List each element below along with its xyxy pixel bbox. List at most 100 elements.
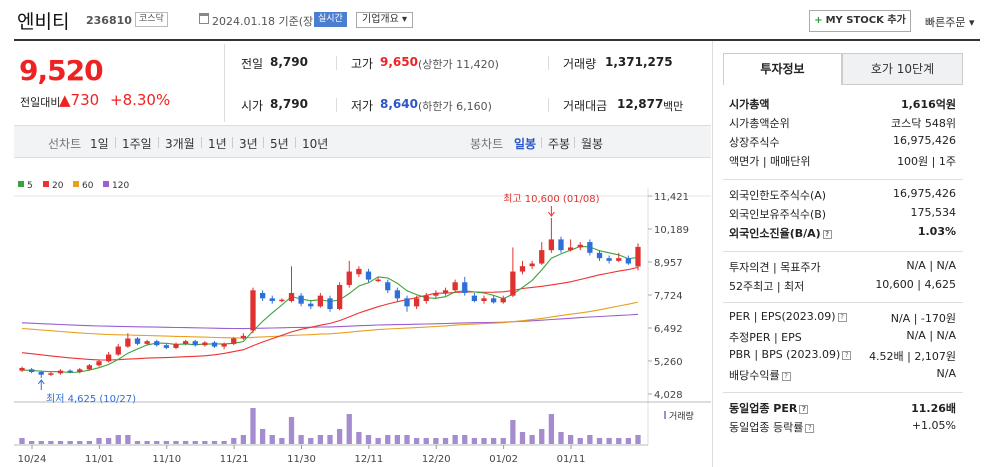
candle-body [616, 258, 622, 261]
volume-bar [500, 438, 506, 444]
volume-bar [317, 435, 324, 444]
period-5year[interactable]: 5년 [270, 137, 289, 151]
candle-body [462, 282, 468, 293]
help-icon[interactable]: ? [837, 312, 847, 322]
info-label-text: 액면가 | 매매단위 [729, 155, 811, 168]
help-icon[interactable]: ? [805, 423, 815, 433]
info-label: 시가총액 [729, 96, 769, 112]
divider [723, 179, 963, 180]
period-3month[interactable]: 3개월 [165, 137, 195, 151]
stock-header: 엔비티 236810 코스닥 2024.01.18 기준(장마감) 실시간 기업… [0, 0, 993, 41]
date-text: 2024.01.18 기준(장마감) [212, 15, 338, 28]
candle-body [28, 369, 35, 372]
period-10year[interactable]: 10년 [302, 137, 329, 151]
x-tick-label: 10/24 [18, 454, 47, 465]
volume-bar [38, 441, 44, 444]
header-divider [14, 39, 980, 41]
prev-close-label: 전일 [241, 57, 264, 71]
volume-bar [259, 429, 266, 444]
help-icon[interactable]: ? [822, 229, 832, 239]
period-3year[interactable]: 3년 [239, 137, 258, 151]
divider [232, 137, 233, 148]
period-1day[interactable]: 1일 [90, 137, 109, 151]
change-label: 전일대비 [20, 96, 61, 109]
volume-bar [125, 435, 131, 444]
info-label: 액면가 | 매매단위 [729, 153, 811, 169]
info-value: 175,534 [910, 206, 957, 219]
candle-body [365, 271, 372, 280]
info-value: 1,616억원 [900, 98, 956, 111]
tab-invest-info[interactable]: 투자정보 [723, 53, 842, 85]
period-daily[interactable]: 일봉 [514, 137, 537, 151]
divider [224, 44, 225, 122]
add-mystock-button[interactable]: + MY STOCK 추가 [809, 10, 911, 32]
info-label-text: 시가총액 [729, 98, 770, 111]
volume-bar [240, 435, 247, 444]
realtime-button[interactable]: 실시간 [314, 12, 347, 27]
candle-body [490, 298, 497, 303]
volume-bar [192, 441, 198, 444]
info-label: PBR | BPS (2023.09)? [729, 348, 852, 361]
candle-body [231, 338, 237, 344]
x-tick-label: 11/30 [287, 454, 316, 465]
y-tick-label: 10,189 [654, 225, 689, 236]
volume-bar [404, 435, 410, 444]
candle-body [96, 361, 102, 366]
info-value: 10,600 | 4,625 [875, 278, 956, 291]
candle-body [539, 250, 545, 264]
candle-body [500, 298, 506, 303]
ma-line [21, 266, 639, 361]
help-icon[interactable]: ? [781, 371, 791, 381]
help-icon[interactable]: ? [799, 404, 809, 414]
volume-bar [269, 435, 275, 444]
volume-label: 거래량 [563, 57, 597, 71]
stock-chart[interactable]: 5 20 60 120 11,421 10,189 8,957 7,724 6,492 5,260… [14, 170, 711, 467]
info-label-text: 외국인소진율(B/A) [729, 227, 821, 240]
info-label-text: PER | EPS(2023.09) [729, 310, 836, 323]
volume-legend-swatch [664, 411, 666, 419]
candle-body [221, 343, 227, 347]
y-tick-label: 11,421 [654, 192, 689, 203]
divider [263, 137, 264, 148]
volume-bar [308, 438, 314, 444]
info-value: N/A | N/A [906, 329, 956, 342]
volume-label: 거래량 [669, 410, 694, 422]
volume-bar [77, 441, 83, 444]
divider [201, 137, 202, 148]
info-label-text: 시가총액순위 [729, 117, 790, 130]
y-tick-label: 5,260 [654, 357, 683, 368]
high-label: 고가 [351, 57, 374, 71]
info-label: 동일업종 PER? [729, 400, 809, 416]
info-label-text: 외국인보유주식수(B) [729, 208, 827, 221]
divider [723, 392, 963, 393]
corp-info-dropdown[interactable]: 기업개요 ▾ [356, 12, 413, 28]
period-1year[interactable]: 1년 [208, 137, 227, 151]
volume-bar [221, 441, 227, 444]
period-monthly[interactable]: 월봉 [581, 137, 604, 151]
volume-bar [471, 438, 478, 444]
volume-bar [28, 441, 35, 444]
high-value: 9,650 [380, 55, 418, 69]
candle-body [625, 258, 632, 264]
change-value: ▲730 [59, 91, 100, 109]
tab-hoga-10[interactable]: 호가 10단계 [842, 53, 963, 85]
quick-order-dropdown[interactable]: 빠른주문 ▾ [925, 16, 975, 29]
info-label-text: PBR | BPS (2023.09) [729, 348, 841, 361]
volume-bar [48, 441, 54, 444]
y-tick-label: 7,724 [654, 291, 683, 302]
volume-bar [115, 435, 121, 444]
volume-bar [587, 435, 593, 444]
period-1week[interactable]: 1주일 [122, 137, 152, 151]
candle-body [346, 271, 352, 285]
candle-body [86, 365, 93, 370]
ma-line [21, 301, 639, 339]
candle-body [327, 298, 333, 310]
legend-swatch [43, 181, 49, 187]
volume-bar [567, 435, 574, 444]
x-tick-label: 01/02 [489, 454, 518, 465]
volume-bar [173, 441, 179, 444]
candle-chart-label: 봉차트 [470, 137, 504, 151]
help-icon[interactable]: ? [842, 350, 852, 360]
period-weekly[interactable]: 주봉 [548, 137, 571, 151]
info-label: 시가총액순위 [729, 115, 790, 131]
